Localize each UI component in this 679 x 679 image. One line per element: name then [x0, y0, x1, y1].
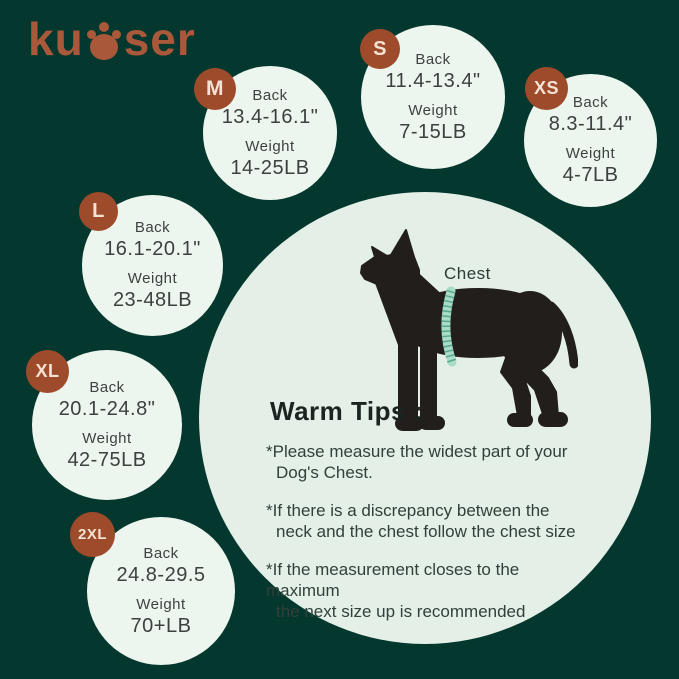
size-badge-2xl: 2XL — [70, 512, 115, 557]
weight-value: 14-25LB — [230, 156, 310, 179]
back-label: Back — [134, 219, 171, 236]
back-value: 20.1-24.8" — [58, 397, 156, 420]
back-label: Back — [415, 50, 451, 68]
weight-value: 23-48LB — [112, 289, 193, 311]
back-value: 16.1-20.1" — [104, 238, 201, 260]
tip-item: *If the measurement closes to the maximu… — [266, 559, 596, 623]
chest-band — [441, 286, 457, 367]
size-badge-m: M — [194, 68, 236, 110]
brand-logo: ku ser — [28, 14, 196, 62]
weight-value: 7-15LB — [399, 120, 467, 143]
weight-value: 70+LB — [130, 614, 192, 637]
chest-label: Chest — [444, 264, 491, 283]
weight-label: Weight — [565, 145, 616, 162]
size-badge-l: L — [79, 192, 118, 231]
weight-label: Weight — [82, 429, 132, 447]
weight-label: Weight — [245, 137, 295, 155]
tip-line: *If there is a discrepancy between the — [266, 500, 550, 520]
back-label: Back — [143, 544, 179, 562]
size-badge-xl: XL — [26, 350, 69, 393]
back-value: 11.4-13.4" — [385, 69, 481, 92]
weight-value: 4-7LB — [562, 164, 619, 186]
size-circle-xl: XL Back 20.1-24.8" Weight 42-75LB — [26, 350, 182, 500]
weight-value: 42-75LB — [67, 448, 147, 471]
tip-line: neck and the chest follow the chest size — [276, 522, 576, 542]
tip-line: the next size up is recommended — [276, 602, 526, 622]
size-circle-l: L Back 16.1-20.1" Weight 23-48LB — [79, 192, 223, 336]
back-label: Back — [89, 378, 125, 396]
tip-line: Dog's Chest. — [276, 463, 373, 483]
weight-label: Weight — [408, 101, 458, 119]
warm-tips-heading: Warm Tips : — [270, 396, 423, 426]
back-value: 8.3-11.4" — [548, 113, 633, 135]
dog-tail — [546, 301, 578, 369]
dog-silhouette-icon — [360, 229, 578, 431]
tip-item: *If there is a discrepancy between the n… — [266, 500, 596, 543]
warm-tips-section: Warm Tips : *Please measure the widest p… — [266, 396, 596, 639]
back-value: 13.4-16.1" — [221, 105, 319, 128]
logo-text-prefix: ku — [28, 13, 84, 65]
logo-text-suffix: ser — [123, 13, 196, 65]
back-label: Back — [572, 94, 609, 111]
tip-line: *Please measure the widest part of your — [266, 442, 568, 461]
weight-label: Weight — [136, 595, 186, 613]
tip-item: *Please measure the widest part of your … — [266, 441, 596, 484]
weight-label: Weight — [127, 270, 178, 287]
paw-print-icon — [86, 14, 122, 62]
size-badge-xs: XS — [525, 67, 568, 110]
size-circle-s: S Back 11.4-13.4" Weight 7-15LB — [360, 25, 505, 169]
size-circle-xs: XS Back 8.3-11.4" Weight 4-7LB — [524, 67, 657, 207]
back-value: 24.8-29.5 — [116, 563, 206, 586]
tip-line: *If the measurement closes to the maximu… — [266, 559, 520, 601]
size-circle-m: M Back 13.4-16.1" Weight 14-25LB — [194, 66, 337, 200]
back-label: Back — [252, 86, 288, 104]
size-circle-2xl: 2XL Back 24.8-29.5 Weight 70+LB — [70, 512, 235, 665]
size-badge-s: S — [360, 29, 400, 69]
